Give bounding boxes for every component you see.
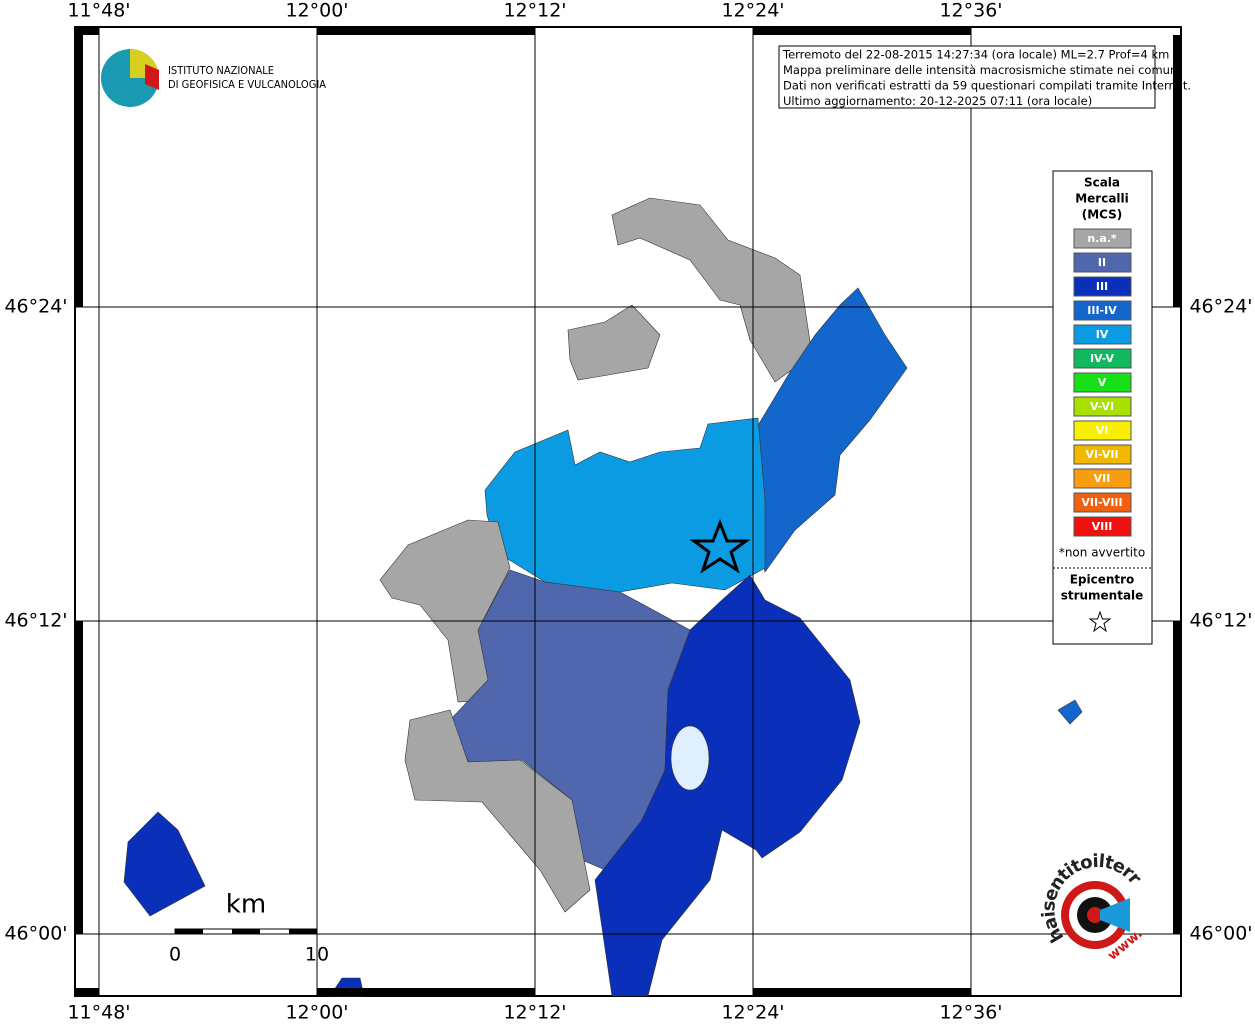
legend-star [1088, 610, 1112, 633]
frame-bar [753, 988, 971, 996]
legend-swatch [1073, 324, 1132, 345]
scale-unit: km [226, 890, 266, 920]
info-line: Dati non verificati estratti da 59 quest… [783, 79, 1191, 93]
legend-epicenter: strumentale [1061, 589, 1144, 603]
lat-label: 46°00' [1189, 923, 1252, 945]
logo-text: ISTITUTO NAZIONALE [168, 64, 274, 77]
info-box [778, 45, 1156, 109]
lat-label: 46°12' [1189, 610, 1252, 632]
legend-label: VI [1096, 424, 1109, 437]
legend-swatch [1073, 348, 1132, 369]
legend-swatch [1073, 228, 1132, 249]
frame-bar [1173, 35, 1181, 307]
legend-title: Mercalli [1075, 192, 1129, 206]
info-line: Mappa preliminare delle intensità macros… [783, 63, 1180, 77]
frame-bar [317, 27, 535, 35]
region [594, 574, 861, 997]
legend-swatch [1073, 444, 1132, 465]
info-line: Ultimo aggiornamento: 20-12-2025 07:11 (… [783, 94, 1092, 108]
lat-label: 46°24' [1189, 296, 1252, 318]
legend-label: n.a.* [1087, 232, 1117, 245]
lon-label: 12°36' [939, 1002, 1002, 1024]
legend-label: III-IV [1087, 304, 1117, 317]
legend-swatch [1073, 420, 1132, 441]
lon-label: 12°24' [721, 0, 784, 22]
legend-label: V-VI [1090, 400, 1114, 413]
legend-label: IV-V [1090, 352, 1115, 365]
legend-swatch [1073, 300, 1132, 321]
graticule [75, 27, 1181, 996]
legend-label: VIII [1092, 520, 1113, 533]
epicenter-star [689, 518, 751, 574]
legend-swatch [1073, 492, 1132, 513]
info: Terremoto del 22-08-2015 14:27:34 (ora l… [782, 48, 1191, 109]
site-logo-ring [1087, 907, 1103, 923]
legend-label: V [1098, 376, 1107, 389]
region [1057, 699, 1083, 725]
legend: ScalaMercalli(MCS)n.a.*IIIIIIII-IVIVIV-V… [1053, 176, 1152, 633]
legend-swatch [1073, 396, 1132, 417]
legend-label: II [1098, 256, 1106, 269]
lon-label: 12°00' [285, 1002, 348, 1024]
legend-title: Scala [1084, 176, 1120, 190]
region [404, 709, 591, 913]
legend-swatch [1073, 516, 1132, 537]
lat-label: 46°12' [4, 610, 67, 632]
legend-epicenter: Epicentro [1070, 573, 1135, 587]
logo-globe [145, 64, 159, 90]
info-line: Terremoto del 22-08-2015 14:27:34 (ora l… [782, 48, 1169, 62]
frame-bar [75, 621, 83, 934]
lon-label: 11°48' [67, 1002, 130, 1024]
region [123, 811, 206, 917]
scale-tick-label: 10 [305, 944, 329, 966]
lon-label: 12°00' [285, 0, 348, 22]
legend-swatch [1073, 372, 1132, 393]
legend-note: *non avvertito [1059, 546, 1145, 560]
ingv-logo: ISTITUTO NAZIONALE DI GEOFISICA E VULCAN… [101, 49, 326, 107]
site-logo-beam [1100, 898, 1130, 932]
scale-bar-segment [175, 929, 203, 934]
scale-bar: km 0 10 [169, 890, 329, 966]
lon-label: 12°12' [503, 1002, 566, 1024]
legend-label: VI-VII [1085, 448, 1118, 461]
lon-label: 12°36' [939, 0, 1002, 22]
legend-swatch [1073, 252, 1132, 273]
legend-swatch [1073, 276, 1132, 297]
lon-label: 12°24' [721, 1002, 784, 1024]
legend-swatch [1073, 468, 1132, 489]
frame-bar [1173, 621, 1181, 934]
legend-label: III [1096, 280, 1108, 293]
scale-bar-segment [232, 929, 260, 934]
legend-label: VII-VIII [1081, 496, 1122, 509]
legend-label: IV [1096, 328, 1109, 341]
frame-bar [75, 988, 99, 996]
frame-bar [753, 27, 971, 35]
lat-label: 46°24' [4, 296, 67, 318]
region [567, 304, 661, 381]
region [611, 197, 813, 383]
frame-bar [75, 27, 99, 35]
legend-label: VII [1094, 472, 1111, 485]
frame-bars [75, 27, 1181, 996]
legend-title: (MCS) [1082, 208, 1123, 222]
region [449, 569, 691, 873]
lat-label: 46°00' [4, 923, 67, 945]
frame-bar [317, 988, 535, 996]
lon-label: 11°48' [67, 0, 130, 22]
scale-tick-label: 0 [169, 944, 181, 966]
lon-label: 12°12' [503, 0, 566, 22]
logo-text: DI GEOFISICA E VULCANOLOGIA [168, 78, 326, 91]
regions [123, 197, 1083, 997]
frame-bar [75, 35, 83, 307]
lake [670, 725, 710, 791]
scale-bar-segment [289, 929, 317, 934]
